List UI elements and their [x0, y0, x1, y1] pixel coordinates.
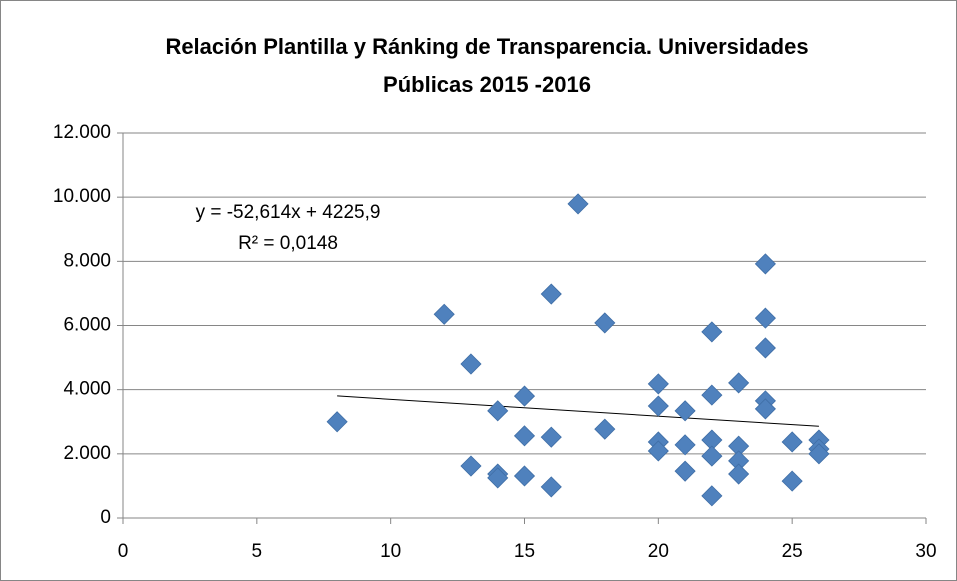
- point: [728, 463, 750, 485]
- point: [701, 321, 723, 343]
- x-tick-label: 20: [648, 541, 669, 562]
- chart-title: Relación Plantilla y Ránking de Transpar…: [165, 34, 808, 59]
- point: [674, 460, 696, 482]
- x-tick-label: 30: [915, 541, 936, 562]
- point: [754, 337, 776, 359]
- point: [728, 372, 750, 394]
- y-tick-label: 2.000: [63, 443, 111, 464]
- y-tick-label: 4.000: [63, 379, 111, 400]
- point: [781, 431, 803, 453]
- y-tick-label: 10.000: [53, 186, 111, 207]
- point: [754, 307, 776, 329]
- point: [460, 353, 482, 375]
- y-tick-label: 8.000: [63, 250, 111, 271]
- point: [487, 400, 509, 422]
- point: [594, 312, 616, 334]
- point: [754, 253, 776, 275]
- point: [781, 470, 803, 492]
- x-tick-label: 5: [252, 541, 263, 562]
- point: [513, 425, 536, 447]
- y-tick-label: 0: [100, 507, 111, 528]
- point: [701, 384, 723, 406]
- point: [433, 303, 455, 325]
- point: [701, 445, 723, 467]
- point: [647, 395, 669, 417]
- trend-equation: y = -52,614x + 4225,9: [196, 202, 381, 223]
- point: [647, 440, 669, 462]
- point: [701, 485, 723, 507]
- point: [487, 467, 509, 489]
- trendline: [337, 395, 819, 427]
- chart-title: Públicas 2015 -2016: [383, 72, 591, 97]
- point: [513, 385, 536, 407]
- x-tick-label: 15: [514, 541, 535, 562]
- x-tick-label: 10: [380, 541, 401, 562]
- point: [326, 411, 348, 433]
- point: [674, 434, 696, 456]
- y-tick-label: 6.000: [63, 315, 111, 336]
- point: [567, 193, 589, 215]
- point: [594, 418, 616, 440]
- point: [540, 426, 562, 448]
- x-tick-label: 0: [118, 541, 129, 562]
- point: [460, 455, 482, 477]
- point: [808, 443, 830, 465]
- point: [540, 476, 562, 498]
- point: [674, 400, 696, 422]
- y-tick-label: 12.000: [53, 122, 111, 143]
- point: [513, 465, 536, 487]
- point: [540, 283, 562, 305]
- point: [754, 398, 776, 420]
- x-tick-label: 25: [782, 541, 803, 562]
- trend-r2: R² = 0,0148: [238, 233, 338, 254]
- point: [647, 373, 669, 395]
